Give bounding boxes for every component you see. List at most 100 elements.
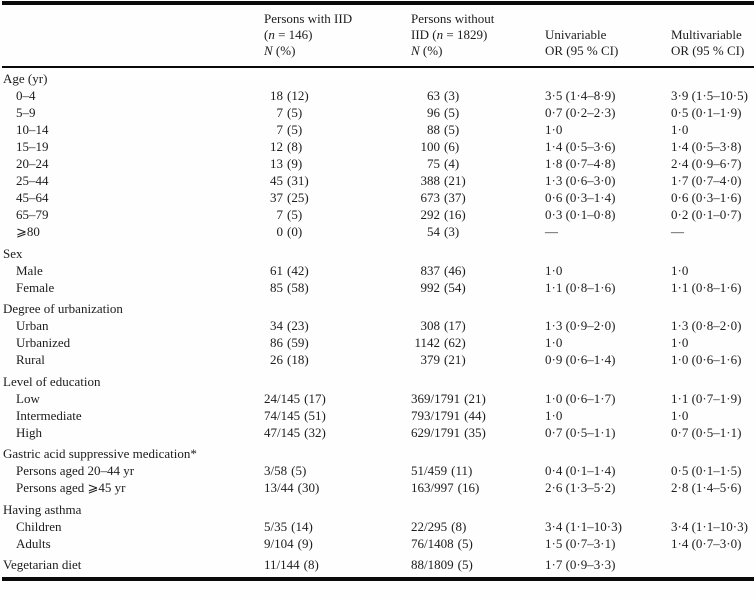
table-row: Persons aged 20–44 yr 3/58 (5) 51/459 (11) 0·… xyxy=(2,463,754,480)
count-cell xyxy=(258,441,405,463)
count-value: 7 xyxy=(276,207,284,222)
row-label: Having asthma xyxy=(3,501,82,517)
odds-ratio-value: 1·7 (0·9–3·3) xyxy=(545,557,616,572)
header-line: IID (n = 1829) xyxy=(411,27,488,42)
odds-ratio-cell xyxy=(541,296,669,318)
count-value: 22/295 xyxy=(411,518,448,534)
odds-ratio-cell: 1·0 xyxy=(541,407,669,424)
odds-ratio-cell xyxy=(541,241,669,263)
percent-value: (5) xyxy=(444,105,460,120)
count-value: 308 xyxy=(420,318,441,333)
count-value: 47/145 xyxy=(264,424,301,440)
count-cell xyxy=(405,441,541,463)
count-cell: 86 (59) xyxy=(258,335,405,352)
table-row: Female 85 (58) 992 (54) 1·1 (0·8–1·6) 1·1 (0·8… xyxy=(2,279,754,296)
odds-ratio-value: 1·7 (0·7–4·0) xyxy=(671,173,742,188)
row-label: Female xyxy=(16,279,55,295)
percent-value: (8) xyxy=(287,139,303,154)
row-label-cell: High xyxy=(2,424,258,441)
section-row: Vegetarian diet 11/144 (8) 88/1809 (5) 1·7 (0… xyxy=(2,552,754,574)
count-value: 26 xyxy=(270,352,283,367)
table-row: Male 61 (42) 837 (46) 1·0 1·0 xyxy=(2,262,754,279)
row-label: 25–44 xyxy=(16,173,49,188)
count-cell xyxy=(258,241,405,263)
row-label-cell: Age (yr) xyxy=(2,67,258,88)
row-label: Adults xyxy=(16,535,51,551)
table-row: ⩾80 0 (0) 54 (3) — — xyxy=(2,224,754,241)
count-value: 7 xyxy=(276,105,284,120)
odds-ratio-value: 0·7 (0·5–1·1) xyxy=(545,424,616,440)
odds-ratio-cell xyxy=(669,369,754,391)
odds-ratio-value: 1·4 (0·7–3·0) xyxy=(671,535,742,551)
odds-ratio-value: 1·0 xyxy=(671,262,689,278)
odds-ratio-value: — xyxy=(671,224,684,239)
percent-value: (16) xyxy=(457,480,480,495)
odds-ratio-cell: 1·0 xyxy=(669,262,754,279)
count-value: 0 xyxy=(276,224,284,239)
count-cell: 22/295 (8) xyxy=(405,518,541,535)
count-cell xyxy=(258,497,405,519)
percent-value: (17) xyxy=(444,318,466,333)
percent-value: (25) xyxy=(287,190,309,205)
header-persons-with-iid: Persons with IID (n = 146) N (%) xyxy=(258,5,405,68)
header-line: N (%) xyxy=(264,43,296,58)
count-value: 12 xyxy=(270,139,283,154)
percent-value: (5) xyxy=(457,557,473,572)
odds-ratio-value: 1·3 (0·6–3·0) xyxy=(545,173,616,188)
odds-ratio-value: 1·1 (0·8–1·6) xyxy=(545,279,616,295)
count-cell: 388 (21) xyxy=(405,173,541,190)
odds-ratio-value: 2·6 (1·3–5·2) xyxy=(545,480,616,495)
table-row: Urban 34 (23) 308 (17) 1·3 (0·9–2·0) 1·3 (0·8–… xyxy=(2,318,754,335)
count-cell: 11/144 (8) xyxy=(258,552,405,574)
odds-ratio-value: 0·5 (0·1–1·9) xyxy=(671,105,742,120)
percent-value: (0) xyxy=(287,224,303,239)
row-label: Urban xyxy=(16,318,49,333)
odds-ratio-cell: 1·0 xyxy=(669,335,754,352)
count-value: 96 xyxy=(427,105,440,120)
odds-ratio-value: 0·6 (0·3–1·4) xyxy=(545,190,616,205)
count-cell: 24/145 (17) xyxy=(258,390,405,407)
odds-ratio-cell xyxy=(669,552,754,574)
count-cell xyxy=(258,369,405,391)
row-label: Male xyxy=(16,262,43,278)
odds-ratio-cell: 1·1 (0·8–1·6) xyxy=(541,279,669,296)
percent-value: (44) xyxy=(464,407,486,423)
count-cell: 7 (5) xyxy=(258,122,405,139)
odds-ratio-cell: 1·7 (0·9–3·3) xyxy=(541,552,669,574)
count-value: 88/1809 xyxy=(411,557,454,572)
percent-value: (37) xyxy=(444,190,466,205)
row-label: 5–9 xyxy=(16,105,36,120)
count-cell: 61 (42) xyxy=(258,262,405,279)
section-row: Having asthma xyxy=(2,497,754,519)
percent-value: (9) xyxy=(287,156,303,171)
odds-ratio-cell xyxy=(541,441,669,463)
odds-ratio-value: 1·0 xyxy=(671,122,689,137)
count-cell: 5/35 (14) xyxy=(258,518,405,535)
percent-value: (58) xyxy=(287,279,309,295)
table-row: 45–64 37 (25) 673 (37) 0·6 (0·3–1·4) 0·6 (0·3–… xyxy=(2,190,754,207)
row-label-cell: 25–44 xyxy=(2,173,258,190)
odds-ratio-cell: 3·9 (1·5–10·5) xyxy=(669,88,754,105)
count-cell: 88/1809 (5) xyxy=(405,552,541,574)
count-cell: 163/997 (16) xyxy=(405,480,541,497)
row-label-cell: 0–4 xyxy=(2,88,258,105)
odds-ratio-value: 3·4 (1·1–10·3) xyxy=(671,518,748,534)
row-label-cell: 15–19 xyxy=(2,139,258,156)
percent-value: (21) xyxy=(444,173,466,188)
count-cell: 54 (3) xyxy=(405,224,541,241)
percent-value: (9) xyxy=(297,535,313,551)
count-value: 292 xyxy=(420,207,441,222)
count-cell xyxy=(405,241,541,263)
percent-value: (54) xyxy=(444,279,466,295)
header-row: Persons with IID (n = 146) N (%) Persons… xyxy=(2,5,754,68)
row-label-cell: Sex xyxy=(2,241,258,263)
odds-ratio-cell xyxy=(541,369,669,391)
row-label: Sex xyxy=(3,245,23,261)
odds-ratio-cell: 1·7 (0·7–4·0) xyxy=(669,173,754,190)
count-value: 793/1791 xyxy=(411,407,461,423)
count-value: 837 xyxy=(420,262,441,278)
section-row: Sex xyxy=(2,241,754,263)
percent-value: (5) xyxy=(287,122,303,137)
odds-ratio-cell: 0·5 (0·1–1·5) xyxy=(669,463,754,480)
odds-ratio-value: 1·0 xyxy=(545,407,563,423)
